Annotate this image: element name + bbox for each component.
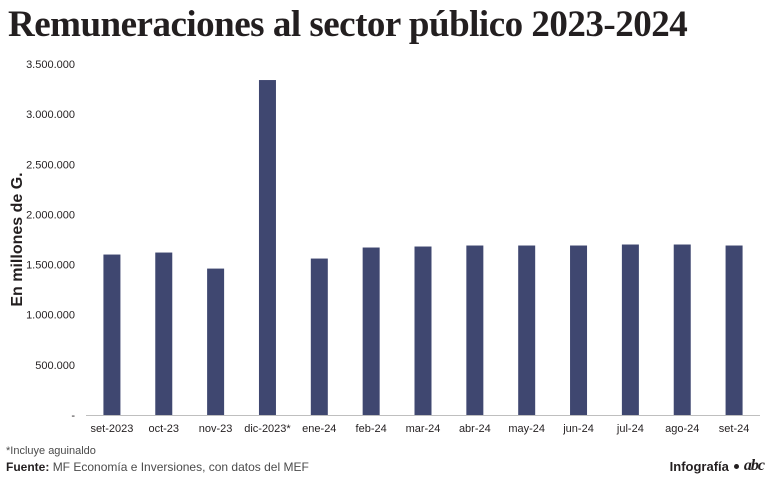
bar	[725, 245, 743, 415]
bar	[673, 244, 691, 415]
y-tick-label: 1.000.000	[26, 310, 75, 322]
bar	[258, 80, 276, 415]
bar	[466, 245, 484, 415]
bar	[518, 245, 536, 415]
y-axis-label: En millones de G.	[9, 172, 26, 306]
bar	[362, 247, 380, 415]
y-tick-label: 1.500.000	[26, 260, 75, 272]
x-axis: set-2023 oct-23 nov-23 dic-2023* ene-24 feb-2…	[91, 423, 750, 435]
x-tick-label: ene-24	[302, 423, 336, 435]
y-tick-label: 500.000	[35, 360, 75, 372]
credit: Infografía abc	[669, 457, 765, 475]
source-line: Fuente: MF Economía e Inversiones, con d…	[6, 460, 309, 474]
x-tick-label: set-24	[719, 423, 750, 435]
y-tick-label: 2.500.000	[26, 159, 75, 171]
x-tick-label: nov-23	[199, 423, 233, 435]
bar	[621, 244, 639, 415]
credit-text: Infografía	[669, 458, 729, 474]
x-tick-label: mar-24	[406, 423, 441, 435]
y-tick-label: 3.000.000	[26, 109, 75, 121]
x-tick-label: ago-24	[665, 423, 699, 435]
bar	[103, 254, 121, 415]
source-label: Fuente:	[6, 460, 50, 474]
x-tick-label: may-24	[508, 423, 545, 435]
bar	[310, 258, 328, 415]
separator-dot-icon	[733, 463, 739, 469]
bar-chart: - 500.000 1.000.000 1.500.000 2.000.000 2.500…	[9, 59, 760, 435]
x-tick-label: jul-24	[616, 423, 644, 435]
x-tick-label: jun-24	[562, 423, 594, 435]
x-tick-label: set-2023	[91, 423, 134, 435]
y-axis: - 500.000 1.000.000 1.500.000 2.000.000 2.500…	[26, 59, 75, 422]
bars	[103, 80, 743, 415]
footnote: *Incluye aguinaldo	[6, 445, 96, 457]
bar	[155, 252, 173, 415]
bar	[570, 245, 588, 415]
x-tick-label: abr-24	[459, 423, 491, 435]
x-tick-label: dic-2023*	[244, 423, 291, 435]
abc-logo: abc	[743, 457, 765, 474]
y-tick-label: 3.500.000	[26, 59, 75, 71]
bar	[414, 246, 432, 415]
x-tick-label: oct-23	[148, 423, 179, 435]
bar	[207, 268, 225, 415]
source-text: MF Economía e Inversiones, con datos del…	[52, 460, 309, 474]
y-tick-label: -	[71, 410, 75, 422]
y-tick-label: 2.000.000	[26, 209, 75, 221]
chart-title: Remuneraciones al sector público 2023-20…	[8, 4, 688, 45]
x-tick-label: feb-24	[356, 423, 387, 435]
